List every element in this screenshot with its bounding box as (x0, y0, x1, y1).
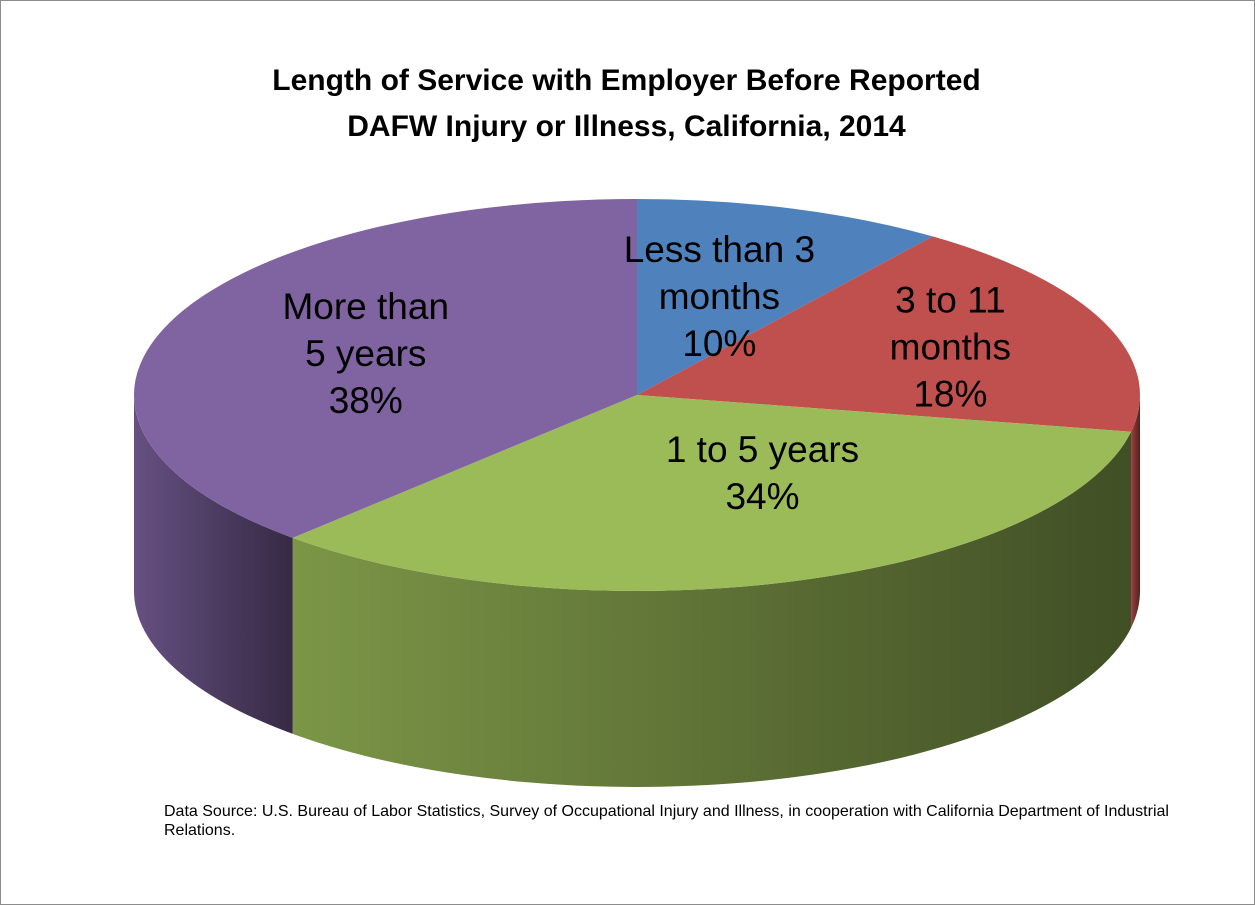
slice-label-0-line-0: Less than 3 (624, 229, 815, 270)
pie-slice-0 (637, 199, 933, 395)
slice-label-3: More than 5 years 38% (282, 286, 449, 421)
slice-label-3-line-0: More than (282, 286, 449, 327)
pie-slice-1 (637, 236, 1140, 432)
slice-label-2-line-0: 1 to 5 years (666, 429, 859, 470)
pie-side-3 (134, 395, 293, 734)
pie-slice-3 (133, 199, 637, 538)
slice-label-3-line-1: 5 years (305, 333, 426, 374)
slice-label-1-line-2: 18% (913, 374, 987, 415)
slice-label-0-line-2: 10% (682, 323, 756, 364)
slice-label-1-line-1: months (890, 327, 1011, 368)
slice-label-1-line-0: 3 to 11 (895, 280, 1005, 321)
chart-title: Length of Service with Employer Before R… (0, 58, 1253, 150)
slice-label-0: Less than 3 months 10% (624, 229, 815, 364)
slice-label-2-line-1: 34% (725, 476, 799, 517)
pie-side-walls (134, 395, 1140, 787)
slice-label-2: 1 to 5 years 34% (666, 429, 859, 517)
slice-label-3-line-2: 38% (329, 380, 403, 421)
pie-side-2 (292, 431, 1132, 787)
data-source-note: Data Source: U.S. Bureau of Labor Statis… (164, 803, 1169, 839)
slice-label-0-line-1: months (659, 276, 780, 317)
chart-title-line-2: DAFW Injury or Illness, California, 2014 (347, 110, 906, 143)
slice-label-1: 3 to 11 months 18% (890, 280, 1011, 415)
pie-side-1 (1131, 395, 1140, 628)
pie-slice-2 (292, 395, 1132, 592)
chart-title-line-1: Length of Service with Employer Before R… (272, 64, 981, 97)
